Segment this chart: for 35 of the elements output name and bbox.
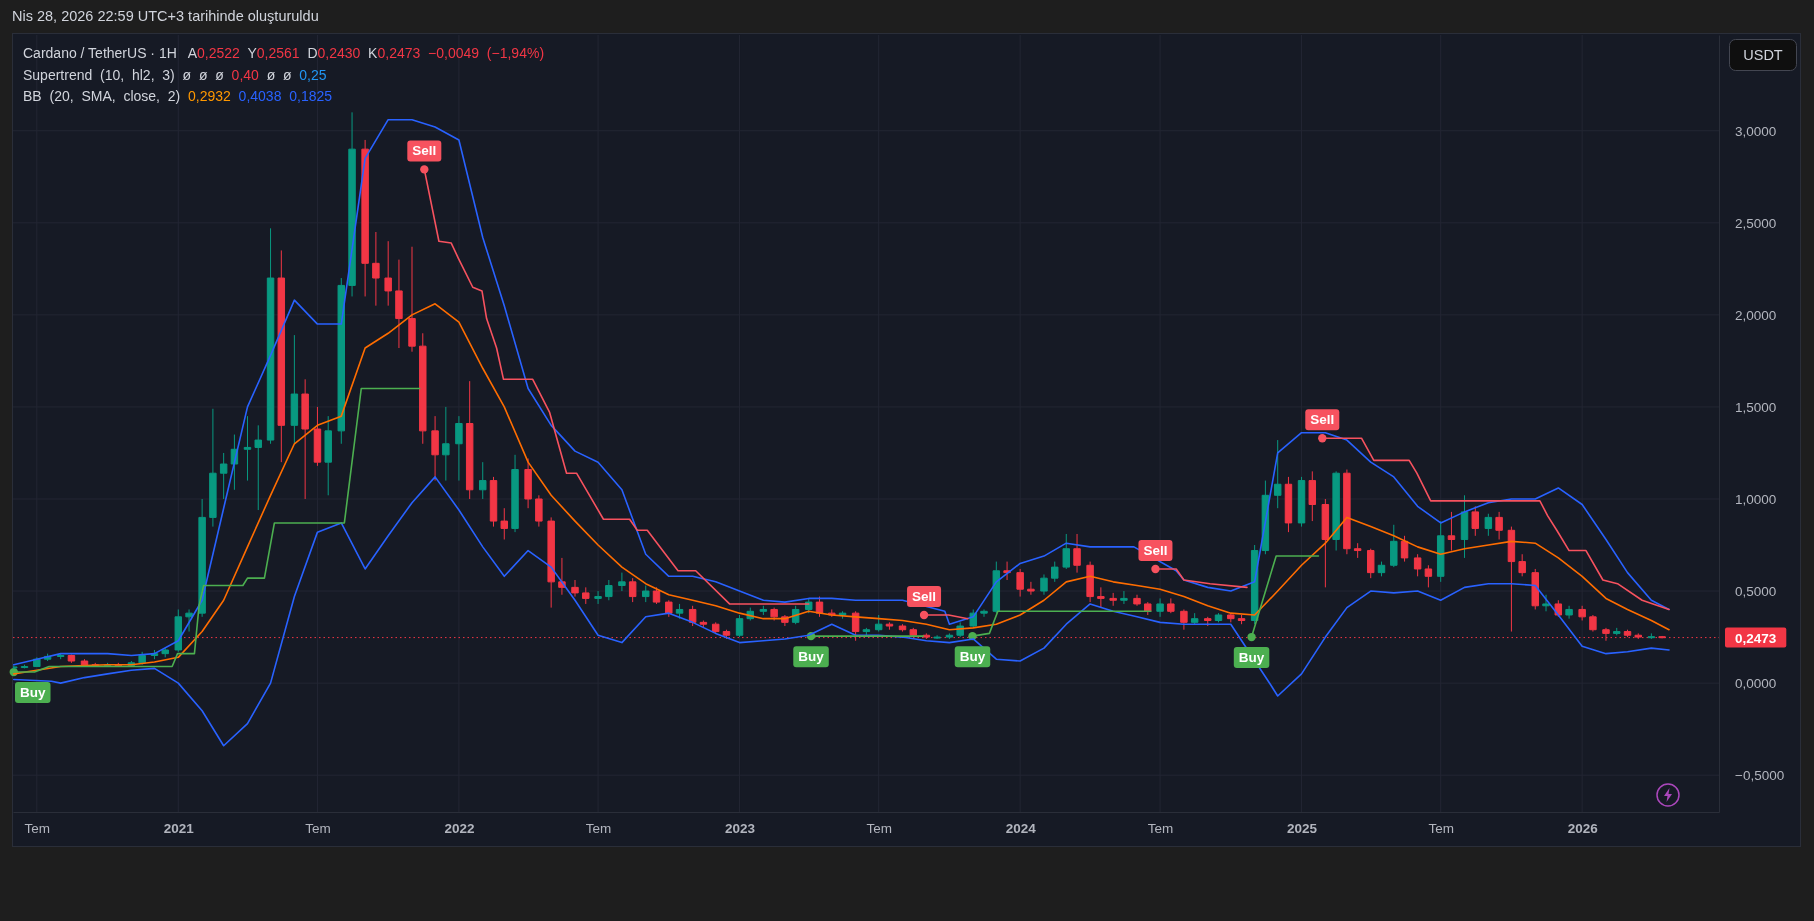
series-label: Buy (20, 685, 46, 701)
y-tick-label: 0,5000 (1735, 583, 1777, 599)
y-tick-label: 2,0000 (1735, 307, 1777, 323)
x-tick-label: 2022 (444, 820, 475, 836)
y-tick-label: 1,5000 (1735, 399, 1777, 415)
x-tick-label: Tem (866, 820, 892, 836)
y-axis-title: USDT (1743, 47, 1783, 63)
text: Sell (412, 143, 437, 159)
x-tick-label: Tem (24, 820, 51, 836)
text: Supertrend (10, hl2, 3) ø ø ø 0,40 ø ø 0,25 (23, 66, 327, 83)
x-tick-label: Tem (585, 820, 612, 836)
ref-line-label: 0,2473 (1735, 630, 1777, 646)
y-tick-label: 3,0000 (1735, 123, 1777, 139)
text: Cardano / TetherUS · 1H (23, 45, 188, 61)
text: Nis 28, 2026 22:59 UTC+3 tarihinde oluşturuldu (12, 8, 319, 24)
text: A0,2522 Y0,2561 D0,2430 K0,2473 −0,0049 (−1,94%) (187, 45, 545, 61)
y-tick-label: 1,0000 (1735, 491, 1777, 507)
x-tick-label: 2025 (1287, 820, 1318, 836)
x-tick-label: 2023 (725, 820, 756, 836)
x-tick-label: Tem (1147, 820, 1174, 836)
x-tick-label: Tem (1428, 820, 1454, 836)
y-tick-label: −0,5000 (1735, 768, 1785, 783)
x-tick-label: 2026 (1567, 820, 1599, 836)
y-tick-label: 2,5000 (1735, 215, 1777, 231)
x-tick-label: 2021 (163, 820, 195, 836)
text: Buy (1238, 650, 1265, 666)
text: Sell (1310, 412, 1335, 428)
text: Buy (798, 649, 824, 665)
x-tick-label: Tem (305, 820, 331, 836)
series-label: Sell (912, 588, 937, 604)
x-tick-label: 2024 (1005, 820, 1037, 836)
y-tick-label: 0,0000 (1735, 675, 1777, 691)
text: Sell (1143, 542, 1168, 558)
annotation: BB (20, SMA, close, 2) 0,2932 0,4038 0,1825 (23, 88, 333, 104)
text: Buy (959, 649, 986, 665)
